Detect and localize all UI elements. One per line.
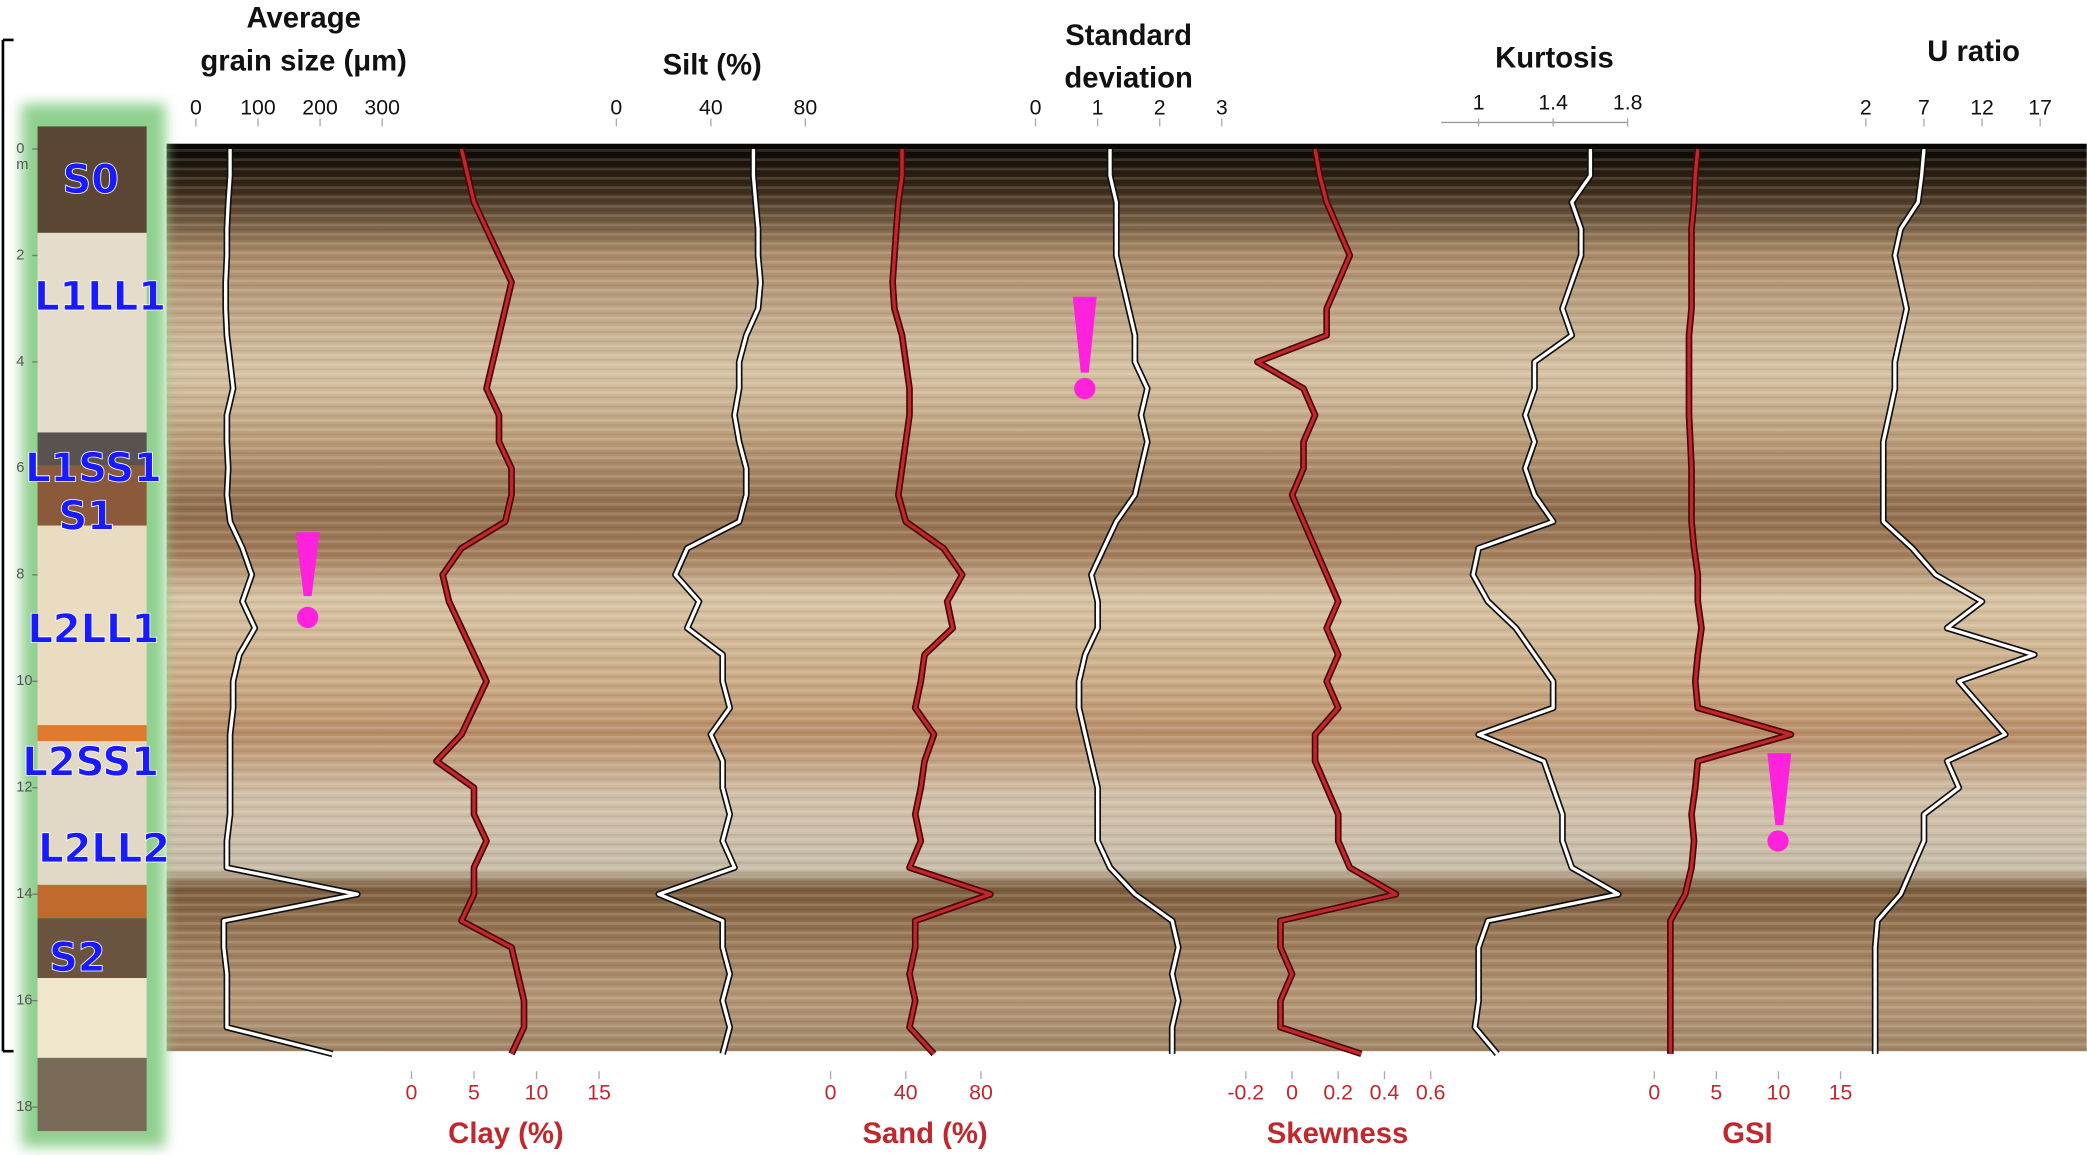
axis-title: Kurtosis bbox=[1495, 43, 1614, 75]
x-tick-label: 7 bbox=[1918, 96, 1930, 120]
page: 024681012141618mS0L1LL1L1SS1S1L2LL1L2SS1… bbox=[0, 0, 2087, 1155]
depth-tick-label: 8 bbox=[16, 567, 24, 583]
x-tick-label: 0 bbox=[1030, 96, 1042, 120]
unit-label: L2LL1 bbox=[28, 607, 160, 653]
depth-tick-label: 0 bbox=[16, 141, 24, 157]
axis-title: Silt (%) bbox=[663, 49, 762, 81]
x-tick-label: 10 bbox=[1767, 1080, 1791, 1104]
depth-tick-label: 18 bbox=[16, 1099, 32, 1115]
x-tick-label: 1 bbox=[1473, 90, 1485, 114]
axis-title: grain size (μm) bbox=[200, 45, 407, 77]
axis-title: deviation bbox=[1064, 63, 1192, 95]
unit-label: L1LL1 bbox=[34, 274, 166, 320]
x-tick-label: 0.6 bbox=[1416, 1080, 1446, 1104]
x-tick-label: 200 bbox=[302, 96, 338, 120]
axis-title: Sand (%) bbox=[862, 1118, 987, 1150]
x-tick-label: 0.2 bbox=[1323, 1080, 1353, 1104]
depth-unit: m bbox=[16, 157, 28, 173]
x-tick-label: 2 bbox=[1860, 96, 1872, 120]
x-tick-label: 0 bbox=[1648, 1080, 1660, 1104]
depth-tick-label: 6 bbox=[16, 460, 24, 476]
axis-title: GSI bbox=[1722, 1118, 1772, 1150]
depth-tick-label: 2 bbox=[16, 247, 24, 263]
background-stripes bbox=[167, 144, 2087, 1052]
depth-tick-label: 16 bbox=[16, 993, 32, 1009]
x-tick-label: -0.2 bbox=[1227, 1080, 1264, 1104]
x-tick-label: 40 bbox=[699, 96, 723, 120]
unit-label: L2SS1 bbox=[22, 740, 159, 786]
unit-label: S0 bbox=[63, 157, 120, 203]
x-tick-label: 0 bbox=[825, 1080, 837, 1104]
x-tick-label: 15 bbox=[587, 1080, 611, 1104]
axis-title: Skewness bbox=[1267, 1118, 1409, 1150]
x-tick-label: 80 bbox=[793, 96, 817, 120]
bracket bbox=[3, 40, 14, 1051]
x-tick-label: 10 bbox=[525, 1080, 549, 1104]
x-tick-label: 300 bbox=[364, 96, 400, 120]
x-tick-label: 100 bbox=[240, 96, 276, 120]
x-tick-label: 0 bbox=[190, 96, 202, 120]
x-tick-label: 17 bbox=[2028, 96, 2052, 120]
unit-label: S1 bbox=[59, 493, 116, 539]
unit-label: L1SS1 bbox=[25, 446, 162, 492]
x-tick-label: 2 bbox=[1154, 96, 1166, 120]
x-tick-label: 3 bbox=[1216, 96, 1228, 120]
x-tick-label: 0 bbox=[1286, 1080, 1298, 1104]
depth-tick-label: 4 bbox=[16, 354, 24, 370]
x-tick-label: 40 bbox=[894, 1080, 918, 1104]
x-tick-label: 80 bbox=[969, 1080, 993, 1104]
x-tick-label: 15 bbox=[1829, 1080, 1853, 1104]
axis-title: U ratio bbox=[1927, 36, 2020, 68]
x-tick-label: 1.4 bbox=[1538, 90, 1568, 114]
depth-tick-label: 10 bbox=[16, 673, 32, 689]
x-tick-label: 0 bbox=[610, 96, 622, 120]
axis-title: Clay (%) bbox=[448, 1118, 563, 1150]
axis-title: Standard bbox=[1065, 20, 1192, 52]
x-tick-label: 12 bbox=[1970, 96, 1994, 120]
x-tick-label: 1.8 bbox=[1613, 90, 1643, 114]
unit-label: S2 bbox=[49, 935, 106, 981]
x-tick-label: 1 bbox=[1092, 96, 1104, 120]
x-tick-label: 5 bbox=[468, 1080, 480, 1104]
unit-label: L2LL2 bbox=[38, 826, 170, 872]
axis-title: Average bbox=[246, 3, 360, 35]
figure: 024681012141618mS0L1LL1L1SS1S1L2LL1L2SS1… bbox=[0, 0, 2087, 1155]
depth-tick-label: 14 bbox=[16, 886, 32, 902]
x-tick-label: 0 bbox=[406, 1080, 418, 1104]
x-tick-label: 5 bbox=[1710, 1080, 1722, 1104]
x-tick-label: 0.4 bbox=[1370, 1080, 1400, 1104]
